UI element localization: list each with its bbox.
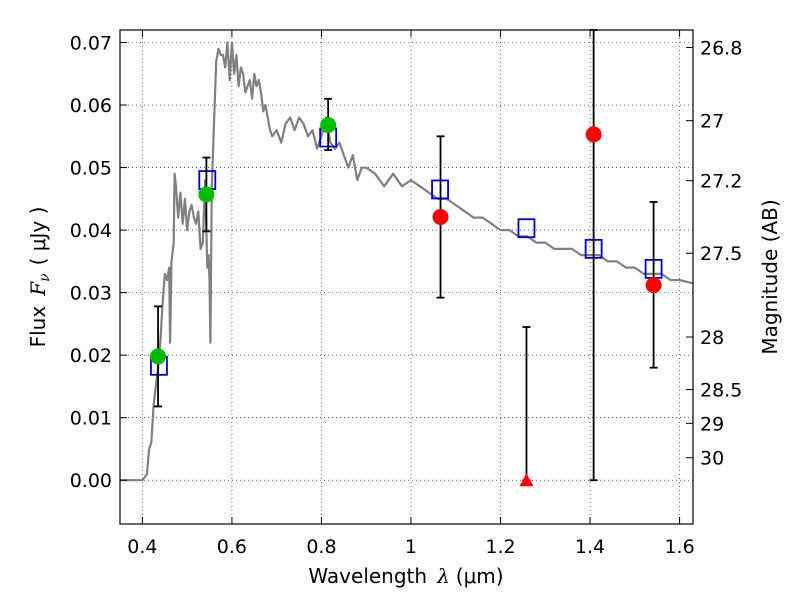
x-axis-label: Wavelength λ (μm) (308, 564, 503, 588)
magnitude-tick-label: 30 (700, 448, 724, 470)
magnitude-tick-label: 27.5 (700, 243, 742, 265)
x-tick-label: 0.8 (306, 536, 336, 558)
y-tick-label: 0.06 (70, 95, 112, 117)
nondetection-point (645, 277, 662, 294)
nondetection-point (432, 208, 449, 225)
model-spectrum-line (120, 41, 694, 482)
nondetection-point (585, 126, 602, 143)
plot-area (120, 29, 694, 487)
magnitude-tick-label: 26.8 (700, 38, 742, 60)
x-tick-label: 1 (405, 536, 417, 558)
x-axis: 0.4 0.6 0.8 1 1.2 1.4 1.6 (127, 30, 695, 558)
magnitude-tick-label: 28 (700, 327, 724, 349)
magnitude-tick-label: 29 (700, 413, 724, 435)
x-tick-label: 1.6 (664, 536, 694, 558)
x-tick-label: 1.4 (575, 536, 605, 558)
magnitude-axis: 26.8 27 27.2 27.5 28 28.5 29 30 (686, 38, 742, 470)
upper-limit-marker (519, 473, 534, 487)
y-tick-label: 0.07 (70, 33, 112, 55)
plot-background (120, 30, 693, 524)
y-tick-label: 0.05 (70, 158, 112, 180)
magnitude-tick-label: 27 (700, 111, 724, 133)
plot-frame (119, 29, 694, 525)
x-tick-label: 1.2 (485, 536, 515, 558)
y-tick-label: 0.02 (70, 345, 112, 367)
y-tick-label: 0.01 (70, 408, 112, 430)
x-tick-label: 0.4 (127, 536, 157, 558)
detection-point (198, 186, 215, 203)
y-tick-label: 0.04 (70, 220, 112, 242)
y-axis-label: FluxFν( μJy ) (26, 207, 53, 348)
model-band-marker (517, 218, 536, 239)
magnitude-tick-label: 28.5 (700, 380, 742, 402)
magnitude-tick-label: 27.2 (700, 171, 742, 193)
detection-point (150, 348, 167, 365)
magnitude-axis-label: Magnitude (AB) (758, 199, 782, 354)
y-tick-label: 0.03 (70, 283, 112, 305)
detection-point (320, 117, 337, 134)
y-tick-label: 0.00 (70, 470, 112, 492)
x-tick-label: 0.6 (217, 536, 247, 558)
y-axis: 0.00 0.01 0.02 0.03 0.04 0.05 0.06 0.07 (70, 33, 127, 492)
